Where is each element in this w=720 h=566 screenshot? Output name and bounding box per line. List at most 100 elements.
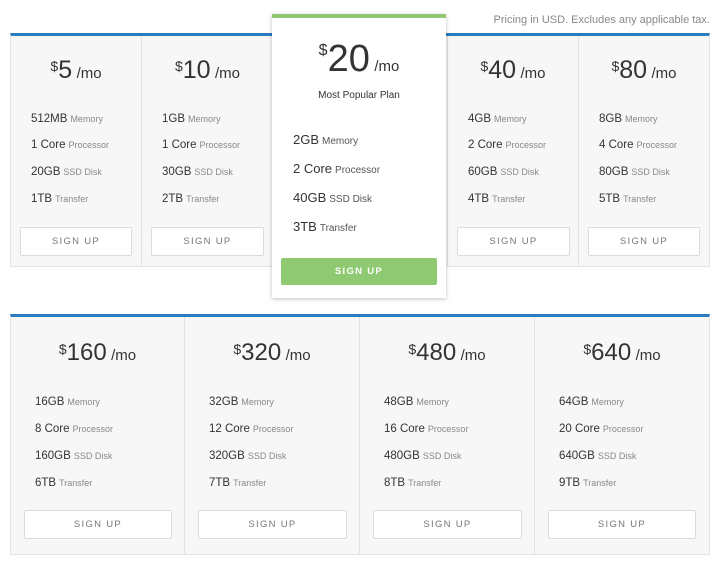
spec-label: SSD Disk — [247, 451, 287, 461]
spec-label: Processor — [602, 424, 644, 434]
spec-value: 4 Core — [599, 139, 634, 151]
spec-value: 32GB — [209, 396, 239, 408]
spec-label: Memory — [494, 114, 527, 124]
spec-label: Processor — [636, 140, 678, 150]
price-amount: 5 — [58, 56, 73, 84]
spec-value: 48GB — [384, 396, 414, 408]
spec-value: 12 Core — [209, 423, 250, 435]
spec-value: 512MB — [31, 113, 68, 125]
signup-button[interactable]: SIGN UP — [548, 510, 696, 539]
spec-label: Processor — [335, 165, 381, 176]
spec-value: 9TB — [559, 477, 581, 489]
spec-processor: 1 Core Processor — [31, 135, 109, 153]
spec-disk: 160GB SSD Disk — [35, 446, 112, 464]
plan-price: $480 /mo — [360, 339, 534, 367]
spec-label: SSD Disk — [73, 451, 113, 461]
signup-button-featured[interactable]: SIGN UP — [281, 258, 437, 285]
spec-disk: 480GB SSD Disk — [384, 446, 461, 464]
spec-value: 2 Core — [468, 139, 503, 151]
spec-transfer: 4TB Transfer — [468, 189, 525, 207]
signup-button[interactable]: SIGN UP — [588, 227, 700, 256]
spec-label: Transfer — [583, 478, 617, 488]
spec-label: SSD Disk — [422, 451, 462, 461]
spec-label: Transfer — [186, 194, 220, 204]
plan-card-10: $10 /mo 1GB Memory 1 Core Processor 30GB SS… — [142, 36, 273, 266]
spec-label: Memory — [70, 114, 103, 124]
spec-processor: 16 Core Processor — [384, 419, 468, 437]
signup-button[interactable]: SIGN UP — [20, 227, 132, 256]
spec-label: Transfer — [492, 194, 526, 204]
spec-disk: 60GB SSD Disk — [468, 162, 539, 180]
spec-value: 20 Core — [559, 423, 600, 435]
currency-symbol: $ — [50, 58, 59, 74]
spec-value: 320GB — [209, 450, 245, 462]
spec-value: 16 Core — [384, 423, 425, 435]
spec-label: Processor — [199, 140, 241, 150]
price-amount: 640 — [591, 339, 632, 366]
price-amount: 20 — [327, 38, 370, 80]
spec-label: Processor — [505, 140, 547, 150]
spec-memory: 64GB Memory — [559, 392, 624, 410]
price-period: /mo — [520, 65, 546, 82]
spec-processor: 1 Core Processor — [162, 135, 240, 153]
spec-memory: 512MB Memory — [31, 109, 103, 127]
signup-button[interactable]: SIGN UP — [24, 510, 172, 539]
plan-price: $20 /mo — [272, 38, 446, 81]
plan-card-80: $80 /mo 8GB Memory 4 Core Processor 80GB SS… — [579, 36, 709, 266]
spec-value: 2TB — [162, 193, 184, 205]
spec-label: Memory — [188, 114, 221, 124]
spec-label: SSD Disk — [500, 167, 539, 177]
spec-value: 8TB — [384, 477, 406, 489]
spec-processor: 12 Core Processor — [209, 419, 293, 437]
spec-value: 3TB — [293, 219, 317, 234]
signup-button[interactable]: SIGN UP — [198, 510, 347, 539]
spec-label: Memory — [241, 397, 274, 407]
spec-label: Transfer — [623, 194, 657, 204]
spec-label: Transfer — [319, 223, 357, 234]
spec-value: 7TB — [209, 477, 231, 489]
spec-label: Transfer — [55, 194, 89, 204]
spec-value: 1TB — [31, 193, 53, 205]
spec-label: Transfer — [408, 478, 442, 488]
price-amount: 320 — [241, 339, 282, 366]
spec-transfer: 9TB Transfer — [559, 473, 616, 491]
price-period: /mo — [460, 347, 486, 364]
spec-memory: 16GB Memory — [35, 392, 100, 410]
currency-symbol: $ — [58, 341, 67, 357]
spec-memory: 48GB Memory — [384, 392, 449, 410]
spec-label: SSD Disk — [63, 167, 102, 177]
spec-processor: 4 Core Processor — [599, 135, 677, 153]
signup-button[interactable]: SIGN UP — [373, 510, 522, 539]
currency-symbol: $ — [174, 58, 183, 74]
price-period: /mo — [76, 65, 102, 82]
plan-price: $160 /mo — [11, 339, 184, 367]
price-amount: 80 — [619, 56, 648, 84]
price-period: /mo — [374, 58, 400, 75]
plan-card-40: $40 /mo 4GB Memory 2 Core Processor 60GB SS… — [447, 36, 579, 266]
spec-memory: 2GB Memory — [293, 131, 358, 149]
signup-button[interactable]: SIGN UP — [457, 227, 570, 256]
spec-memory: 8GB Memory — [599, 109, 658, 127]
plan-price: $640 /mo — [535, 339, 709, 367]
signup-button[interactable]: SIGN UP — [151, 227, 264, 256]
spec-disk: 40GB SSD Disk — [293, 189, 372, 207]
spec-value: 1 Core — [162, 139, 197, 151]
plan-price: $10 /mo — [142, 56, 273, 85]
plan-price: $320 /mo — [185, 339, 359, 367]
spec-transfer: 7TB Transfer — [209, 473, 266, 491]
currency-symbol: $ — [583, 341, 592, 357]
spec-value: 60GB — [468, 166, 498, 178]
price-period: /mo — [111, 347, 137, 364]
plan-card-160: $160 /mo 16GB Memory 8 Core Processor 160G… — [11, 317, 185, 554]
price-period: /mo — [285, 347, 311, 364]
spec-transfer: 5TB Transfer — [599, 189, 656, 207]
spec-value: 40GB — [293, 190, 327, 205]
spec-label: Processor — [68, 140, 110, 150]
currency-symbol: $ — [408, 341, 417, 357]
spec-value: 6TB — [35, 477, 57, 489]
spec-disk: 640GB SSD Disk — [559, 446, 636, 464]
plan-card-480: $480 /mo 48GB Memory 16 Core Processor 480… — [360, 317, 535, 554]
spec-value: 80GB — [599, 166, 629, 178]
spec-transfer: 8TB Transfer — [384, 473, 441, 491]
plan-card-320: $320 /mo 32GB Memory 12 Core Processor 320… — [185, 317, 360, 554]
